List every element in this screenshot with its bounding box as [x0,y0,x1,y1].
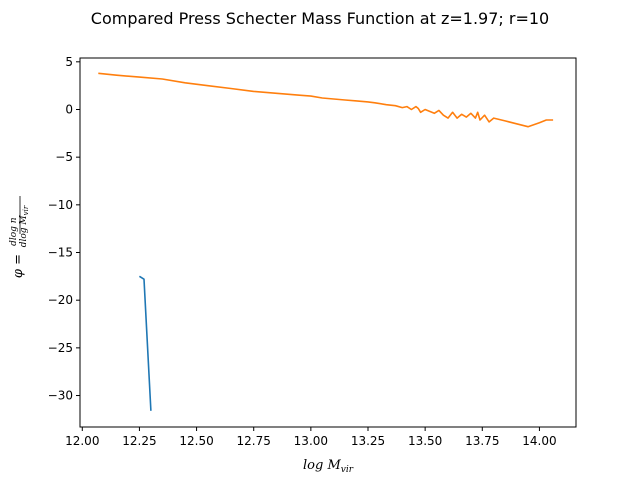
x-tick-label: 13.00 [294,434,328,448]
series-line-2 [98,72,554,128]
y-axis-ticks: 5 0 −5 −10 −15 −20 −25 −30 [48,55,80,403]
plot-frame [79,57,577,428]
y-axis-label: φ = dlog n dlog Mvir [5,196,30,278]
x-tick-label: 12.75 [237,434,271,448]
x-tick-label: 13.25 [351,434,385,448]
x-axis-ticks: 12.00 12.25 12.50 12.75 13.00 13.25 13.50 13.75… [65,427,557,448]
chart-title: Compared Press Schecter Mass Function at… [91,9,549,28]
x-tick-label: 14.00 [522,434,556,448]
y-tick-label: −15 [48,246,73,260]
x-tick-label: 13.50 [408,434,442,448]
series-line-1 [138,275,152,411]
y-tick-label: −20 [48,293,73,307]
series-layer [98,72,554,411]
y-tick-label: −10 [48,198,73,212]
x-tick-label: 12.50 [179,434,213,448]
x-tick-label: 13.75 [465,434,499,448]
x-tick-label: 12.00 [65,434,99,448]
y-tick-label: 5 [65,55,73,69]
y-tick-label: −25 [48,341,73,355]
plot-area [79,57,577,428]
y-tick-label: −5 [55,150,73,164]
x-tick-label: 12.25 [122,434,156,448]
y-tick-label: 0 [65,102,73,116]
svg-text:φ = dlog n dlog Mv: φ = dlog n dlog Mvir [5,205,30,278]
y-tick-label: −30 [48,389,73,403]
x-axis-label: log Mvir [303,458,354,475]
